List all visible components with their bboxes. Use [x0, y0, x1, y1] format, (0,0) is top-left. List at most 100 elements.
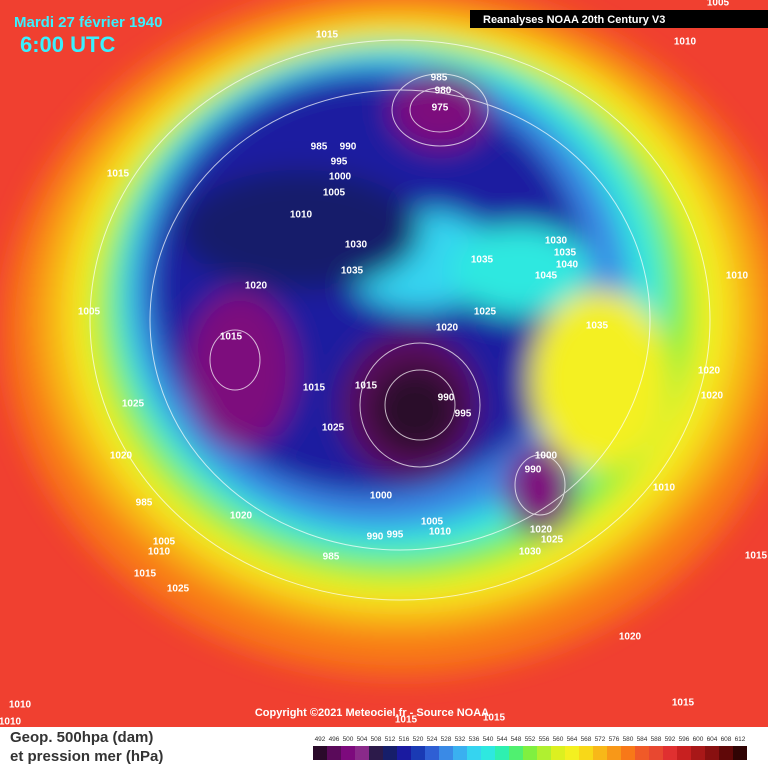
colorbar-label: 592 — [665, 736, 676, 743]
colorbar-swatch — [313, 746, 327, 760]
colorbar-label: 576 — [609, 736, 620, 743]
colorbar-swatch — [509, 746, 523, 760]
colorbar-swatch — [635, 746, 649, 760]
isobar-label: 1010 — [9, 700, 32, 711]
isobar-label: 1035 — [471, 255, 494, 266]
colorbar-swatch — [495, 746, 509, 760]
isobar-label: 1020 — [245, 281, 268, 292]
colorbar-swatch — [439, 746, 453, 760]
isobar-label: 1020 — [436, 323, 459, 334]
isobar-label: 1015 — [134, 569, 157, 580]
source-box — [470, 10, 768, 28]
colorbar-label: 492 — [315, 736, 326, 743]
isobar-label: 1035 — [586, 321, 609, 332]
colorbar-swatch — [565, 746, 579, 760]
isobar-label: 1030 — [545, 236, 568, 247]
colorbar-label: 532 — [455, 736, 466, 743]
colorbar-swatch — [355, 746, 369, 760]
colorbar-swatch — [467, 746, 481, 760]
colorbar-label: 540 — [483, 736, 494, 743]
isobar-label: 975 — [432, 103, 449, 114]
legend-line2: et pression mer (hPa) — [10, 748, 163, 765]
colorbar-swatch — [719, 746, 733, 760]
colorbar-swatch — [579, 746, 593, 760]
colorbar-label: 500 — [343, 736, 354, 743]
geopotential-field — [5, 0, 768, 675]
colorbar-swatch — [383, 746, 397, 760]
colorbar-label: 520 — [413, 736, 424, 743]
isobar-label: 990 — [367, 532, 384, 543]
isobar-label: 985 — [136, 498, 153, 509]
isobar-label: 1025 — [122, 399, 145, 410]
colorbar-label: 580 — [623, 736, 634, 743]
source-label: Reanalyses NOAA 20th Century V3 — [483, 14, 665, 26]
isobar-label: 1010 — [290, 210, 313, 221]
colorbar-label: 512 — [385, 736, 396, 743]
isobar-label: 990 — [340, 142, 357, 153]
colorbar-swatch — [341, 746, 355, 760]
isobar-label: 1020 — [698, 366, 721, 377]
colorbar-label: 516 — [399, 736, 410, 743]
isobar-label: 1020 — [530, 525, 553, 536]
isobar-label: 1005 — [707, 0, 730, 9]
isobar-label: 1020 — [110, 451, 133, 462]
colorbar-label: 504 — [357, 736, 368, 743]
colorbar-swatch — [369, 746, 383, 760]
isobar-label: 995 — [455, 409, 472, 420]
isobar-label: 1030 — [519, 547, 542, 558]
isobar-label: 1010 — [0, 717, 22, 728]
colorbar-label: 600 — [693, 736, 704, 743]
isobar-label: 1045 — [535, 271, 558, 282]
isobar-label: 1015 — [107, 169, 130, 180]
isobar-label: 1010 — [726, 271, 749, 282]
isobar-label: 990 — [525, 465, 542, 476]
colorbar-swatch — [453, 746, 467, 760]
isobar-label: 995 — [387, 530, 404, 541]
colorbar: 492 496 500 504 508 512 516 520 524 528 532 536 540 5… — [313, 736, 747, 760]
isobar-label: 995 — [331, 157, 348, 168]
isobar-label: 1015 — [303, 383, 326, 394]
isobar-label: 985 — [311, 142, 328, 153]
copyright: Copyright ©2021 Meteociel.fr - Source NO… — [255, 707, 489, 719]
colorbar-label: 496 — [329, 736, 340, 743]
colorbar-swatch — [327, 746, 341, 760]
isobar-label: 1000 — [329, 172, 352, 183]
isobar-label: 1005 — [323, 188, 346, 199]
isobar-label: 985 — [431, 73, 448, 84]
colorbar-label: 612 — [735, 736, 746, 743]
isobar-label: 1015 — [745, 551, 768, 562]
date: Mardi 27 février 1940 — [14, 14, 162, 31]
colorbar-swatch — [677, 746, 691, 760]
isobar-label: 1010 — [429, 527, 452, 538]
colorbar-swatch — [593, 746, 607, 760]
colorbar-label: 608 — [721, 736, 732, 743]
isobar-label: 1025 — [322, 423, 345, 434]
colorbar-swatch — [663, 746, 677, 760]
isobar-label: 1025 — [167, 584, 190, 595]
isobar-label: 1010 — [674, 37, 697, 48]
colorbar-label: 536 — [469, 736, 480, 743]
colorbar-swatch — [537, 746, 551, 760]
isobar-label: 1015 — [316, 30, 339, 41]
isobar-label: 1015 — [355, 381, 378, 392]
isobar-label: 1020 — [701, 391, 724, 402]
colorbar-label: 548 — [511, 736, 522, 743]
isobar-label: 1010 — [653, 483, 676, 494]
colorbar-label: 524 — [427, 736, 438, 743]
colorbar-label: 544 — [497, 736, 508, 743]
colorbar-swatch — [607, 746, 621, 760]
isobar-label: 1025 — [474, 307, 497, 318]
time: 6:00 UTC — [20, 32, 115, 57]
isobar-label: 1035 — [341, 266, 364, 277]
colorbar-label: 528 — [441, 736, 452, 743]
isobar-label: 1015 — [483, 713, 506, 724]
isobar-label: 990 — [438, 393, 455, 404]
isobar-label: 1035 — [554, 248, 577, 259]
colorbar-label: 588 — [651, 736, 662, 743]
isobar-label: 1010 — [148, 547, 171, 558]
isobar-label: 1040 — [556, 260, 579, 271]
isobar-label: 1005 — [78, 307, 101, 318]
colorbar-label: 572 — [595, 736, 606, 743]
isobar-label: 1015 — [220, 332, 243, 343]
